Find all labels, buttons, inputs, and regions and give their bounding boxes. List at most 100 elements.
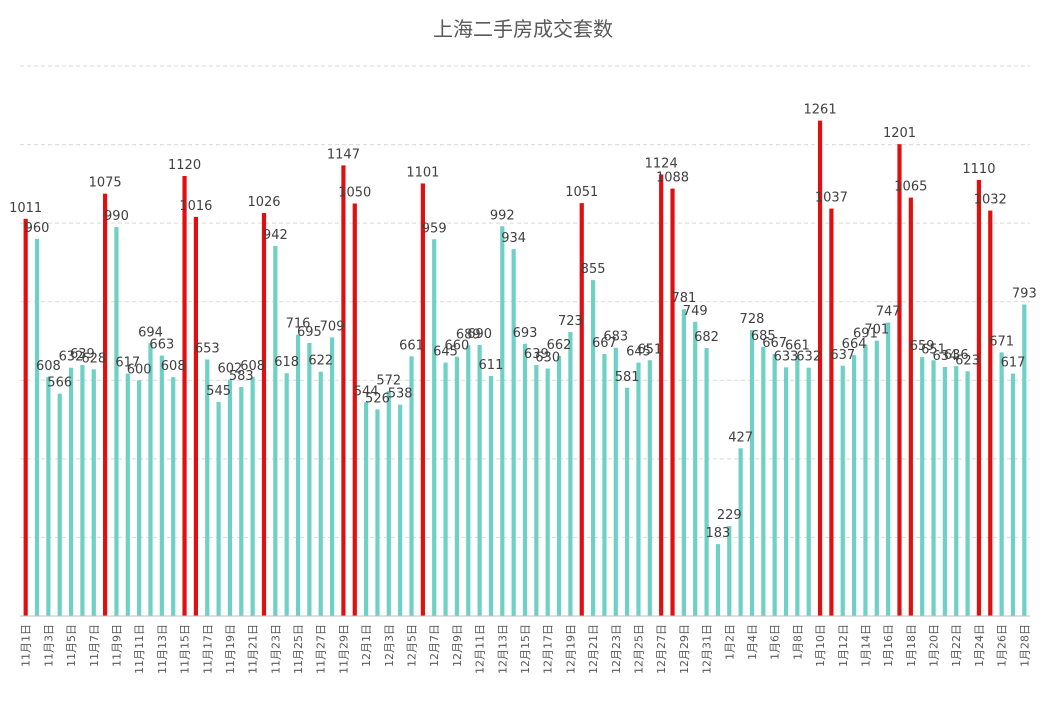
x-tick-label: 12月23日 — [610, 624, 623, 674]
x-tick-label: 1月26日 — [996, 624, 1009, 667]
x-tick-label: 11月13日 — [156, 624, 169, 674]
bar — [80, 364, 85, 616]
data-label: 1032 — [974, 193, 1007, 208]
bar — [295, 334, 301, 616]
bar — [636, 362, 641, 616]
bar — [670, 188, 675, 616]
data-label: 632 — [59, 350, 84, 365]
data-label: 716 — [286, 317, 311, 332]
bar — [840, 365, 845, 616]
data-label: 855 — [581, 262, 606, 277]
data-label: 694 — [138, 325, 163, 340]
x-tick-label: 12月17日 — [542, 624, 555, 674]
bar — [795, 356, 800, 616]
bar — [205, 359, 210, 616]
bar — [46, 377, 51, 616]
bar — [863, 344, 868, 616]
data-label: 690 — [467, 327, 492, 342]
x-tick-label: 12月21日 — [587, 624, 600, 674]
bar — [318, 371, 323, 616]
data-label: 183 — [706, 526, 731, 541]
x-tick-label: 11月27日 — [315, 624, 328, 674]
data-label: 685 — [751, 329, 776, 344]
data-label: 633 — [774, 349, 799, 364]
data-label: 639 — [70, 347, 95, 362]
bar — [307, 342, 312, 616]
bar — [329, 337, 335, 616]
data-label: 1050 — [338, 186, 371, 201]
bar — [409, 356, 414, 616]
x-tick-label: 11月29日 — [337, 624, 350, 674]
bar — [999, 352, 1004, 616]
bar — [886, 322, 891, 616]
x-tick-label: 12月29日 — [678, 624, 691, 674]
data-label: 1075 — [89, 176, 122, 191]
data-label: 572 — [376, 373, 401, 388]
bars — [23, 120, 1027, 617]
data-label: 1124 — [645, 156, 678, 171]
data-label: 1110 — [962, 162, 995, 177]
data-label: 659 — [910, 339, 935, 354]
data-label: 959 — [422, 221, 447, 236]
data-label: 632 — [796, 350, 821, 365]
bar — [590, 280, 596, 616]
data-label: 728 — [740, 312, 765, 327]
data-label: 934 — [501, 231, 526, 246]
data-label: 645 — [433, 345, 458, 360]
data-label: 693 — [513, 326, 538, 341]
data-label: 538 — [388, 387, 413, 402]
x-tick-label: 12月15日 — [519, 624, 532, 674]
bar — [817, 120, 823, 617]
data-label: 667 — [762, 336, 787, 351]
x-tick-label: 1月24日 — [973, 624, 986, 667]
x-tick-label: 1月20日 — [928, 624, 941, 667]
data-label: 645 — [626, 345, 651, 360]
bar — [681, 309, 686, 616]
bar — [783, 367, 789, 616]
bar — [57, 393, 62, 616]
data-label: 651 — [921, 342, 946, 357]
data-label: 1201 — [883, 126, 916, 141]
bar — [352, 203, 357, 616]
data-label: 651 — [637, 342, 662, 357]
bar — [965, 371, 970, 616]
bar — [761, 346, 766, 616]
data-label: 749 — [683, 304, 708, 319]
bar — [125, 373, 130, 616]
bar — [602, 353, 607, 616]
bar — [908, 197, 913, 617]
data-label: 1016 — [179, 199, 212, 214]
x-tick-label: 1月16日 — [882, 624, 895, 667]
bar — [534, 364, 539, 616]
bar — [239, 386, 244, 616]
bar — [579, 203, 584, 617]
data-label: 990 — [104, 209, 129, 224]
bar — [556, 355, 562, 616]
bar — [375, 409, 380, 616]
data-label: 960 — [25, 221, 50, 236]
data-label: 617 — [1001, 356, 1026, 371]
data-label: 566 — [47, 376, 72, 391]
x-tick-labels: 11月1日 11月3日 11月5日 11月7日 11月9日 11月11日 11月13日 11月… — [20, 624, 1032, 674]
bar — [874, 340, 879, 616]
data-label: 661 — [785, 338, 810, 353]
x-tick-label: 1月18日 — [905, 624, 918, 667]
bar — [364, 402, 369, 616]
data-label: 636 — [944, 348, 969, 363]
bar — [749, 330, 755, 616]
data-label: 617 — [115, 356, 140, 371]
data-label: 583 — [229, 369, 254, 384]
bar — [182, 176, 187, 616]
bar — [114, 227, 119, 616]
data-label: 628 — [81, 351, 106, 366]
data-label: 611 — [479, 358, 504, 373]
bar — [659, 174, 664, 616]
x-tick-label: 12月1日 — [360, 624, 373, 667]
data-label: 992 — [490, 208, 515, 223]
data-label: 634 — [932, 349, 957, 364]
data-label: 689 — [456, 327, 481, 342]
data-label: 793 — [1012, 286, 1037, 301]
bar — [976, 179, 982, 616]
data-label: 623 — [955, 353, 980, 368]
bar — [137, 380, 142, 616]
